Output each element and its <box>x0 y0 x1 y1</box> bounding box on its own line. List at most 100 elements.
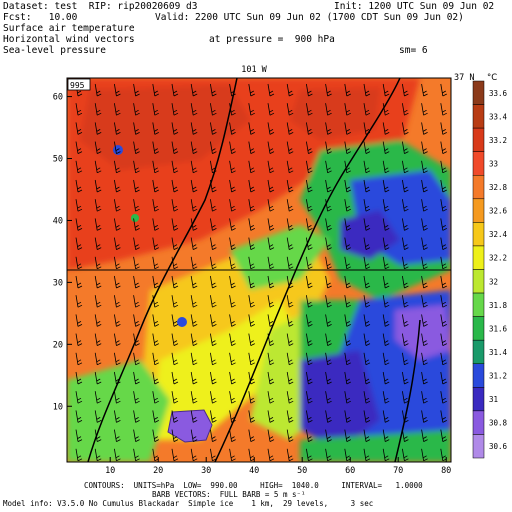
wind-barb <box>402 141 409 154</box>
wind-barb <box>171 141 179 154</box>
wind-barb <box>286 83 294 97</box>
wind-barbs <box>75 83 447 462</box>
wind-barb <box>382 352 390 366</box>
wind-barb <box>267 122 275 135</box>
wind-barb <box>363 295 371 308</box>
wind-barb <box>344 314 351 327</box>
wind-barb <box>344 275 351 289</box>
wind-barb <box>344 371 351 385</box>
wind-barb <box>286 179 294 193</box>
colorbar-label: 32.6 <box>489 207 508 216</box>
wind-barb <box>306 83 313 97</box>
wind-barb <box>248 256 255 270</box>
wind-barb <box>267 275 275 289</box>
wind-barb <box>421 122 428 135</box>
wind-barb <box>363 352 371 366</box>
field-slp: Sea-level pressure <box>3 45 106 56</box>
wind-barb <box>152 103 159 116</box>
wind-barb <box>94 295 102 308</box>
wind-barb <box>325 103 332 116</box>
wind-barb <box>306 160 313 174</box>
wind-barb <box>325 256 332 270</box>
wind-barb <box>402 179 409 193</box>
wind-barb <box>267 352 275 366</box>
colorbar-swatch <box>472 104 485 129</box>
wind-barb <box>440 429 447 442</box>
wind-barb <box>152 83 159 97</box>
wind-barb <box>440 410 447 423</box>
wind-barb <box>267 237 275 250</box>
wind-barb <box>75 295 83 308</box>
wind-barb <box>325 179 332 193</box>
wind-barb <box>75 237 83 250</box>
wind-barb <box>114 179 121 193</box>
wind-barb <box>190 275 198 289</box>
wind-barb <box>171 295 179 308</box>
colorbar-unit: °C <box>487 73 497 83</box>
wind-barb <box>75 410 83 423</box>
wind-barb <box>229 179 236 193</box>
x-tick-label: 60 <box>345 466 355 476</box>
wind-barb <box>382 141 390 154</box>
wind-barb <box>229 218 236 231</box>
wind-barb <box>75 314 83 327</box>
wind-barb <box>94 391 102 404</box>
wind-barb <box>421 160 428 174</box>
wind-barb <box>286 103 294 116</box>
wind-barb <box>152 314 159 327</box>
wind-barb <box>286 333 294 346</box>
wind-barb <box>402 448 409 462</box>
wind-barb <box>382 122 390 135</box>
wind-barb <box>402 122 409 135</box>
wind-barb <box>75 256 83 270</box>
wind-barb <box>210 237 217 250</box>
wind-barb <box>325 160 332 174</box>
wind-barb <box>210 218 217 231</box>
wind-barb <box>75 218 83 231</box>
wind-barb <box>133 448 140 462</box>
wind-barb <box>171 352 179 366</box>
x-tick-label: 40 <box>249 466 259 476</box>
wind-barb <box>210 160 217 174</box>
wind-barb <box>421 83 428 97</box>
wind-barb <box>152 275 159 289</box>
wind-barb <box>363 429 371 442</box>
colorbar-swatch <box>472 434 485 459</box>
wind-barb <box>133 160 140 174</box>
wind-barb <box>286 371 294 385</box>
wind-barb <box>229 295 236 308</box>
wind-barb <box>171 83 179 97</box>
colorbar-label: 31.8 <box>489 301 508 310</box>
wind-barb <box>210 141 217 154</box>
wind-barb <box>363 314 371 327</box>
wind-barb <box>190 448 198 462</box>
field-surface-temp: Surface air temperature <box>3 23 135 34</box>
wind-barb <box>114 429 121 442</box>
y-tick-label: 10 <box>53 402 63 412</box>
wind-barb <box>133 179 140 193</box>
wind-barb <box>440 391 447 404</box>
wind-barb <box>171 199 179 212</box>
wind-barb <box>133 295 140 308</box>
wind-barb <box>190 333 198 346</box>
wind-barb <box>440 333 447 346</box>
wind-barb <box>325 333 332 346</box>
wind-barb <box>402 237 409 250</box>
wind-barb <box>210 333 217 346</box>
wind-barb <box>306 179 313 193</box>
wind-barb <box>190 410 198 423</box>
wind-barb <box>171 391 179 404</box>
wind-barb <box>363 391 371 404</box>
colorbar-label: 31.4 <box>489 348 508 357</box>
wind-barb <box>210 275 217 289</box>
wind-barb <box>440 295 447 308</box>
wind-barb <box>94 314 102 327</box>
wind-barb <box>171 218 179 231</box>
wind-barb <box>190 179 198 193</box>
colorbar-label: 31.2 <box>489 372 507 381</box>
colorbar-label: 30.8 <box>489 419 508 428</box>
wind-barb <box>210 122 217 135</box>
wind-barb <box>152 179 159 193</box>
temperature-field <box>67 78 451 462</box>
wind-barb <box>344 256 351 270</box>
